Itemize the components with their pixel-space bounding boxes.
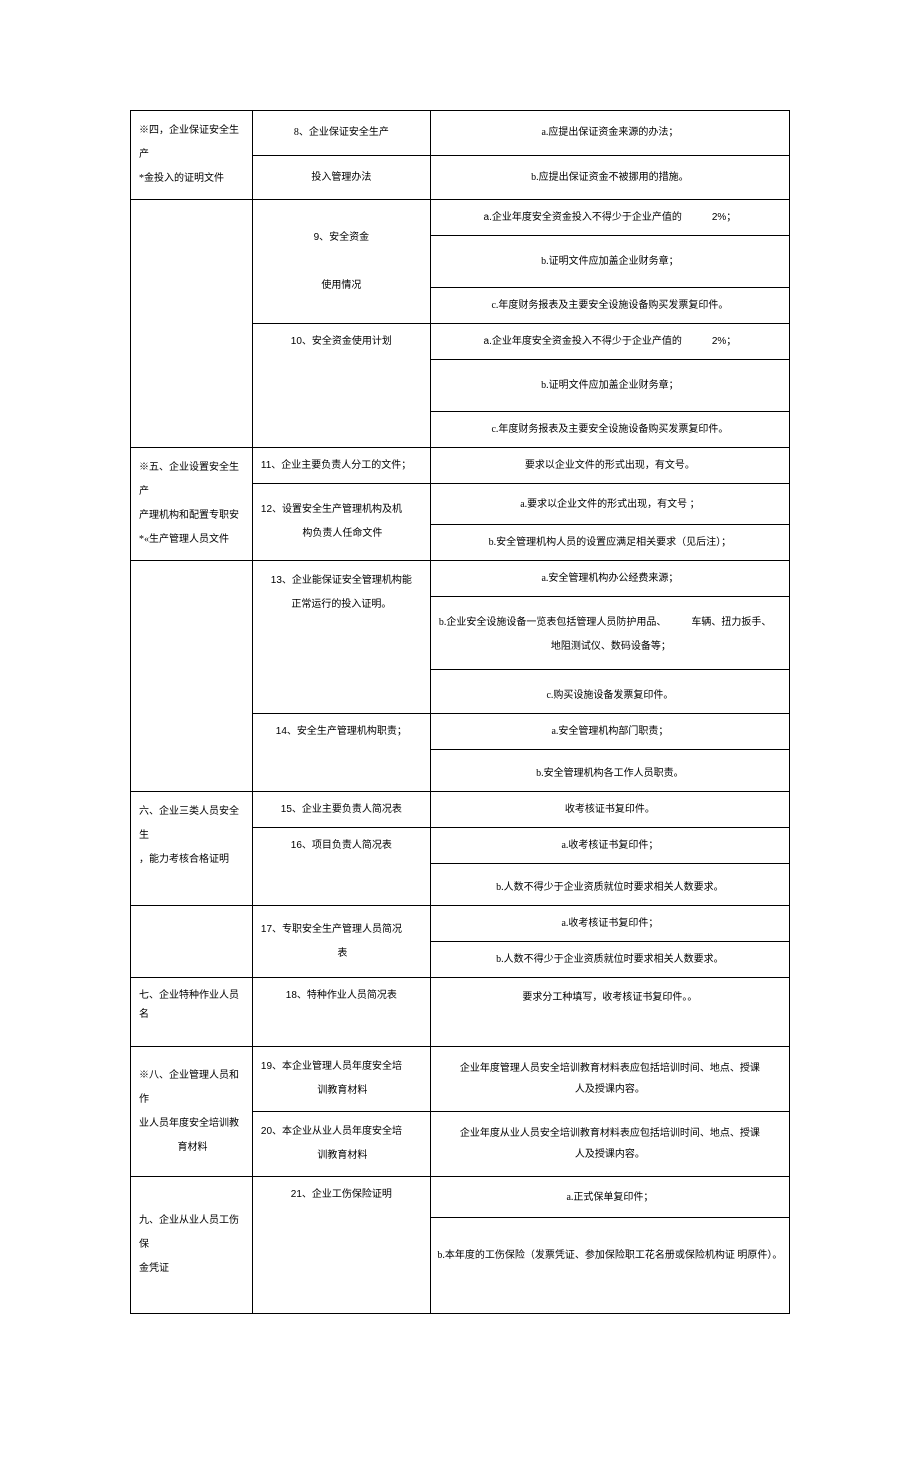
table-row: 9、安全资金 使用情况 a.企业年度安全资金投入不得少于企业产值的 2%；: [131, 200, 790, 236]
item-8-line1: 8、企业保证安全生产: [252, 111, 430, 156]
item-10-c: c.年度财务报表及主要安全设施设备购买发票复印件。: [430, 412, 789, 448]
item-10-a: a.企业年度安全资金投入不得少于企业产值的 2%；: [430, 324, 789, 360]
item-16-b: b.人数不得少于企业资质就位时要求相关人数要求。: [430, 864, 789, 906]
text: 构负责人任命文件: [261, 522, 424, 546]
item-12-a: a.要求以企业文件的形式出现，有文号 ；: [430, 484, 789, 525]
section-9-title: 九、企业从业人员工伤保 金凭证: [131, 1177, 253, 1314]
text: 人及授课内容。: [437, 1079, 783, 1100]
text: 13、企业能保证安全管理机构能: [259, 569, 424, 593]
empty-cell: [131, 906, 253, 978]
item-13-c: c.购买设施设备发票复印件。: [430, 670, 789, 714]
text: 17、专职安全生产管理人员简况: [261, 918, 424, 942]
item-9: 9、安全资金 使用情况: [252, 200, 430, 324]
text: ※五、企业设置安全生产: [139, 456, 246, 504]
item-8-a: a.应提出保证资金来源的办法；: [430, 111, 789, 156]
text: 9、安全资金: [259, 226, 424, 250]
text: ，能力考核合格证明: [139, 848, 246, 872]
text: 表: [261, 942, 424, 966]
item-8-line2: 投入管理办法: [252, 155, 430, 200]
item-9-a: a.企业年度安全资金投入不得少于企业产值的 2%；: [430, 200, 789, 236]
text: 训教育材料: [261, 1144, 424, 1168]
table-row: ※五、企业设置安全生产 产理机构和配置专职安 *«生产管理人员文件 11、企业主…: [131, 448, 790, 484]
requirements-table: ※四，企业保证安全生产 *金投入的证明文件 8、企业保证安全生产 a.应提出保证…: [130, 110, 790, 1314]
text: 20、本企业从业人员年度安全培: [261, 1120, 424, 1144]
text: 产理机构和配置专职安: [139, 504, 246, 528]
item-17-a: a.收考核证书复印件；: [430, 906, 789, 942]
item-9-b: b.证明文件应加盖企业财务章；: [430, 236, 789, 288]
text: 企业年度从业人员安全培训教育材料表应包括培训时间、地点、授课: [437, 1123, 783, 1144]
section-4-title: ※四，企业保证安全生产 *金投入的证明文件: [131, 111, 253, 200]
table-row: 九、企业从业人员工伤保 金凭证 21、企业工伤保险证明 a.正式保单复印件；: [131, 1177, 790, 1218]
item-12: 12、设置安全生产管理机构及机 构负责人任命文件: [252, 484, 430, 561]
item-20-req: 企业年度从业人员安全培训教育材料表应包括培训时间、地点、授课 人及授课内容。: [430, 1112, 789, 1177]
item-14-a: a.安全管理机构部门职责；: [430, 714, 789, 750]
item-11-req: 要求以企业文件的形式出现，有文号。: [430, 448, 789, 484]
item-20: 20、本企业从业人员年度安全培 训教育材料: [252, 1112, 430, 1177]
item-21-a: a.正式保单复印件；: [430, 1177, 789, 1218]
text: *«生产管理人员文件: [139, 528, 246, 552]
item-17: 17、专职安全生产管理人员简况 表: [252, 906, 430, 978]
item-8-b: b.应提出保证资金不被挪用的措施。: [430, 155, 789, 200]
item-15-req: 收考核证书复印件。: [430, 792, 789, 828]
item-13-b: b.企业安全设施设备一览表包括管理人员防护用品、 车辆、扭力扳手、 地阻测试仪、…: [430, 597, 789, 670]
item-19-req: 企业年度管理人员安全培训教育材料表应包括培训时间、地点、授课 人及授课内容。: [430, 1047, 789, 1112]
item-18-req: 要求分工种填写，收考核证书复印件。。: [430, 978, 789, 1047]
item-21-b: b.本年度的工伤保险（发票凭证、参加保险职工花名册或保险机构证 明原件）。: [430, 1218, 789, 1314]
text: ※四，企业保证安全生产: [139, 119, 246, 167]
text: 使用情况: [259, 274, 424, 298]
text: 12、设置安全生产管理机构及机: [261, 498, 424, 522]
item-15: 15、企业主要负责人简况表: [252, 792, 430, 828]
table-row: ※八、企业管理人员和作 业人员年度安全培训教 育材料 19、本企业管理人员年度安…: [131, 1047, 790, 1112]
item-10: 10、安全资金使用计划: [252, 324, 430, 448]
text: 业人员年度安全培训教: [139, 1112, 246, 1136]
item-10-b: b.证明文件应加盖企业财务章；: [430, 360, 789, 412]
item-16: 16、项目负责人简况表: [252, 828, 430, 906]
text: b.企业安全设施设备一览表包括管理人员防护用品、 车辆、扭力扳手、: [439, 611, 783, 635]
section-6-title: 六、企业三类人员安全生 ，能力考核合格证明: [131, 792, 253, 906]
item-11: 11、企业主要负责人分工的文件；: [252, 448, 430, 484]
table-row: 六、企业三类人员安全生 ，能力考核合格证明 15、企业主要负责人简况表 收考核证…: [131, 792, 790, 828]
section-8-title: ※八、企业管理人员和作 业人员年度安全培训教 育材料: [131, 1047, 253, 1177]
item-18: 18、特种作业人员简况表: [252, 978, 430, 1047]
item-16-a: a.收考核证书复印件；: [430, 828, 789, 864]
item-9-c: c.年度财务报表及主要安全设施设备购买发票复印件。: [430, 288, 789, 324]
empty-cell: [131, 561, 253, 792]
text: 企业年度管理人员安全培训教育材料表应包括培训时间、地点、授课: [437, 1058, 783, 1079]
item-12-b: b.安全管理机构人员的设置应满足相关要求（见后注）；: [430, 525, 789, 561]
document-page: ※四，企业保证安全生产 *金投入的证明文件 8、企业保证安全生产 a.应提出保证…: [0, 40, 920, 1434]
item-19: 19、本企业管理人员年度安全培 训教育材料: [252, 1047, 430, 1112]
item-13-a: a.安全管理机构办公经费来源；: [430, 561, 789, 597]
text: 人及授课内容。: [437, 1144, 783, 1165]
section-7-title: 七、企业特种作业人员名: [131, 978, 253, 1047]
text: 19、本企业管理人员年度安全培: [261, 1055, 424, 1079]
text: 金凭证: [139, 1257, 246, 1281]
table-row: 13、企业能保证安全管理机构能 正常运行的投入证明。 a.安全管理机构办公经费来…: [131, 561, 790, 597]
text: *金投入的证明文件: [139, 167, 246, 191]
text: 正常运行的投入证明。: [259, 593, 424, 617]
text: 九、企业从业人员工伤保: [139, 1209, 246, 1257]
item-13: 13、企业能保证安全管理机构能 正常运行的投入证明。: [252, 561, 430, 714]
text: 育材料: [139, 1136, 246, 1160]
empty-cell: [131, 200, 253, 448]
text: 六、企业三类人员安全生: [139, 800, 246, 848]
item-21: 21、企业工伤保险证明: [252, 1177, 430, 1314]
item-14-b: b.安全管理机构各工作人员职责。: [430, 750, 789, 792]
text: 地阻测试仪、数码设备等；: [439, 635, 783, 659]
text: 训教育材料: [261, 1079, 424, 1103]
table-row: 17、专职安全生产管理人员简况 表 a.收考核证书复印件；: [131, 906, 790, 942]
section-5-title: ※五、企业设置安全生产 产理机构和配置专职安 *«生产管理人员文件: [131, 448, 253, 561]
item-17-b: b.人数不得少于企业资质就位时要求相关人数要求。: [430, 942, 789, 978]
item-14: 14、安全生产管理机构职责；: [252, 714, 430, 792]
text: ※八、企业管理人员和作: [139, 1064, 246, 1112]
table-row: 七、企业特种作业人员名 18、特种作业人员简况表 要求分工种填写，收考核证书复印…: [131, 978, 790, 1047]
table-row: ※四，企业保证安全生产 *金投入的证明文件 8、企业保证安全生产 a.应提出保证…: [131, 111, 790, 156]
